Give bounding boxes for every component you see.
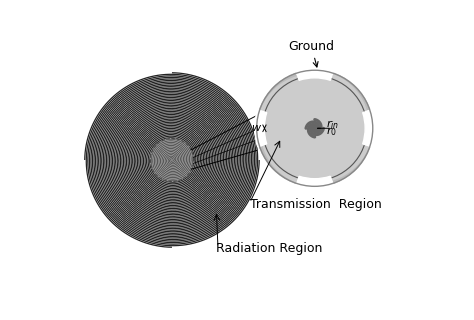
Wedge shape bbox=[255, 110, 266, 147]
Wedge shape bbox=[363, 110, 374, 147]
Wedge shape bbox=[296, 68, 333, 80]
Text: Ground: Ground bbox=[289, 40, 335, 67]
Text: $w$: $w$ bbox=[251, 123, 262, 133]
Text: $r_{in}$: $r_{in}$ bbox=[326, 118, 339, 131]
Circle shape bbox=[150, 139, 193, 181]
Wedge shape bbox=[296, 69, 333, 80]
Wedge shape bbox=[296, 176, 333, 188]
Circle shape bbox=[256, 70, 373, 186]
Text: Transmission  Region: Transmission Region bbox=[250, 198, 382, 211]
Wedge shape bbox=[255, 110, 267, 147]
Circle shape bbox=[305, 119, 324, 138]
Wedge shape bbox=[296, 177, 333, 188]
Wedge shape bbox=[363, 110, 374, 147]
Text: Radiation Region: Radiation Region bbox=[216, 242, 323, 255]
Text: $r_0$: $r_0$ bbox=[326, 125, 337, 138]
Circle shape bbox=[263, 76, 367, 180]
